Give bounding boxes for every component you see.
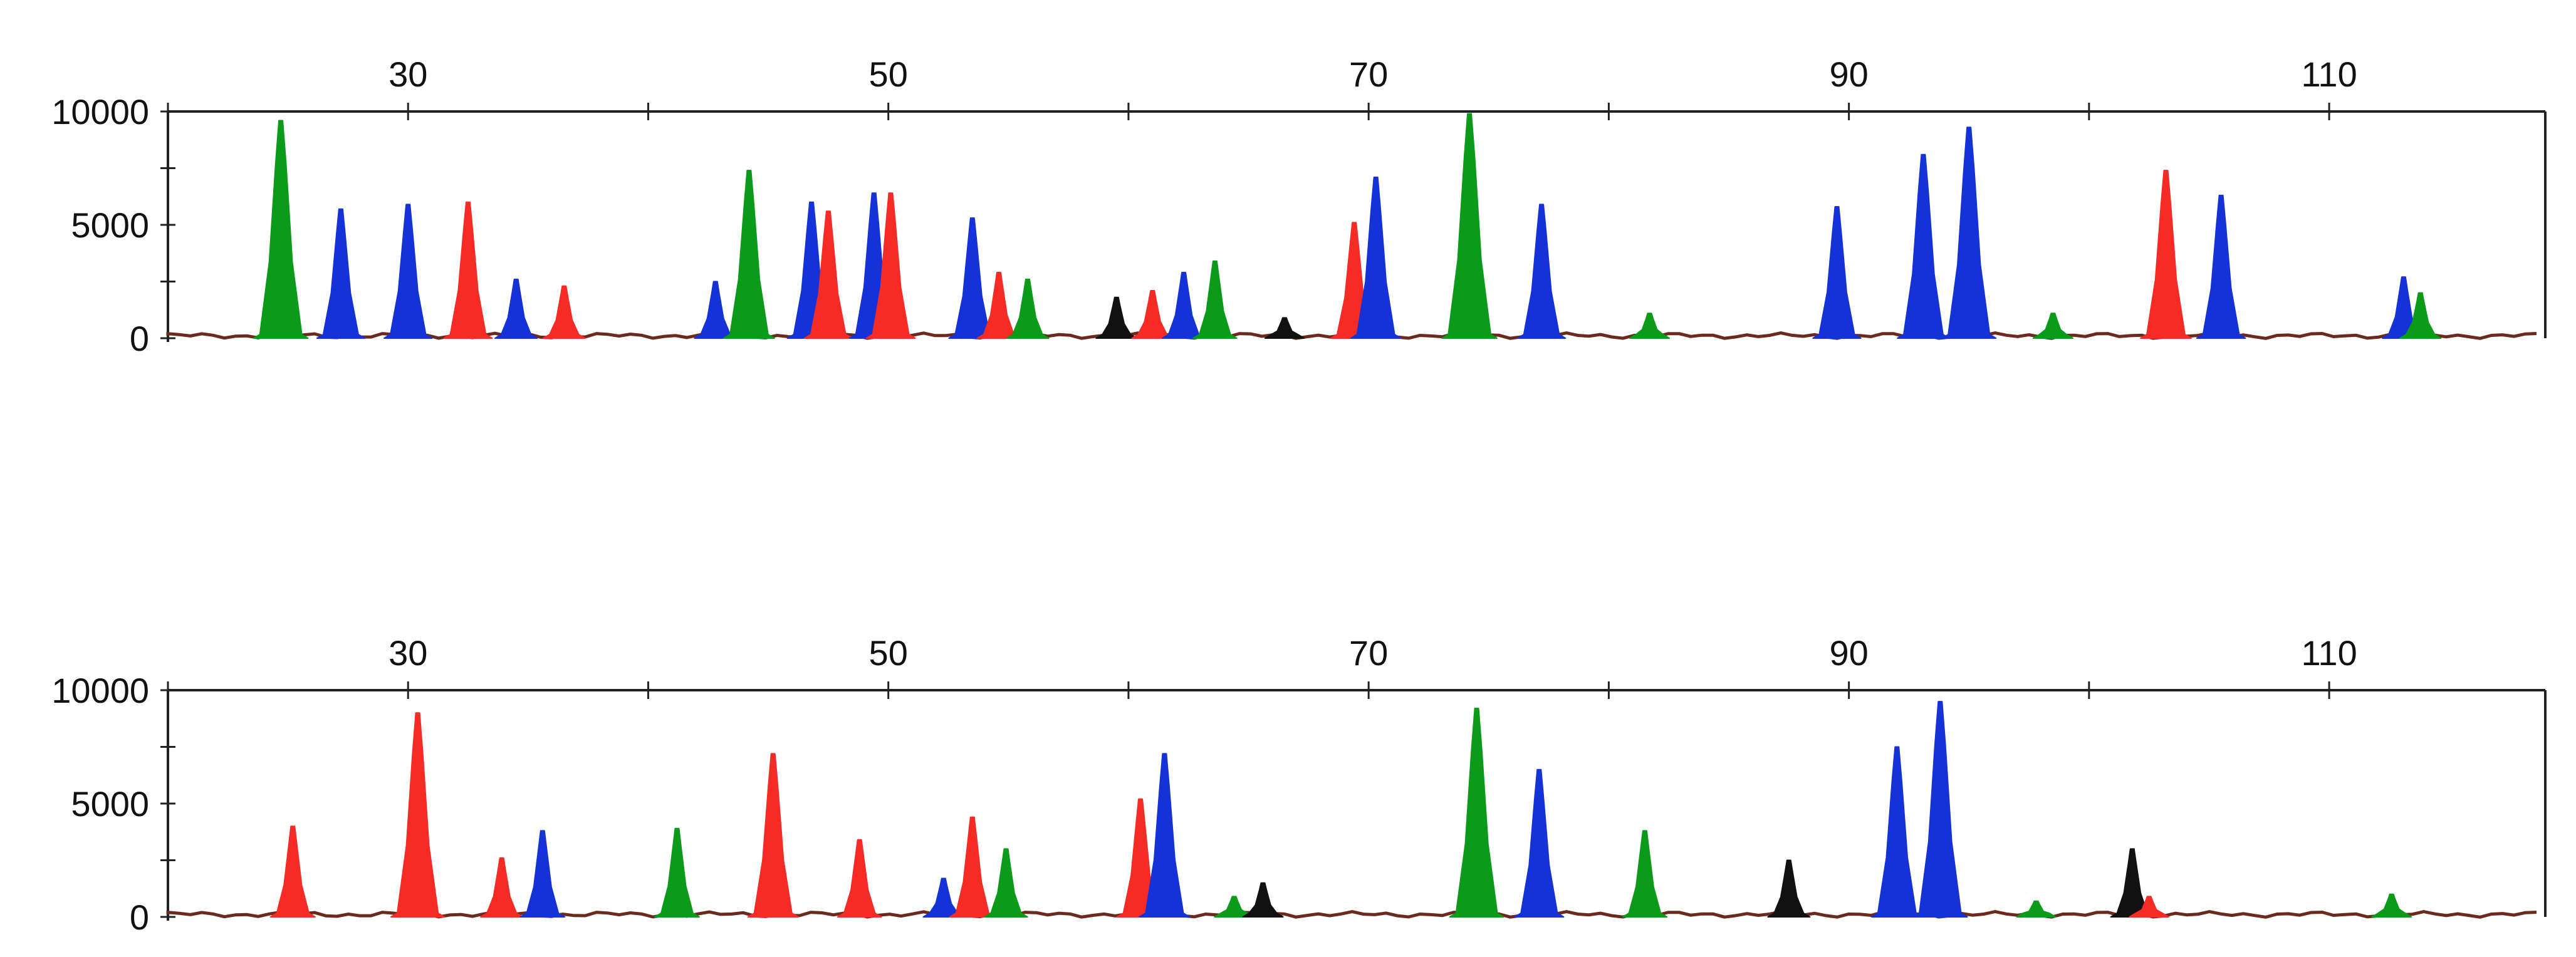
peak-red	[837, 839, 882, 918]
peak-blue	[1897, 153, 1950, 339]
peak-green	[2399, 292, 2442, 339]
peak-green	[654, 827, 700, 918]
peak-green	[1006, 278, 1050, 339]
peak-red	[1131, 290, 1174, 339]
peak-green	[1441, 113, 1498, 339]
y-tick-label: 10000	[51, 92, 149, 132]
peak-blue	[1870, 746, 1923, 918]
peak-blue	[494, 278, 538, 339]
y-tick-label: 5000	[71, 784, 149, 824]
electropherogram-panel-bottom: 30 50 70 90 110 0 5000 10000	[51, 633, 2547, 937]
peak-blue	[1912, 701, 1968, 918]
peak-green	[1192, 260, 1238, 339]
peak-red	[2140, 170, 2192, 339]
peak-black	[1767, 859, 1811, 918]
peak-blue	[1162, 272, 1206, 339]
peak-green	[2371, 893, 2412, 918]
peak-red	[443, 201, 493, 339]
peak-red	[2129, 896, 2169, 918]
peak-red	[865, 192, 916, 339]
peak-black	[1095, 296, 1138, 339]
x-tick-label: 90	[1829, 54, 1868, 94]
peak-blue	[383, 204, 433, 339]
peak-blue	[1514, 768, 1565, 918]
y-tick-label: 5000	[71, 205, 149, 245]
x-tick-label: 70	[1349, 54, 1388, 94]
peak-blue	[1139, 753, 1191, 918]
electropherogram-panel-top: 30 50 70 90 110 0 5000 10000	[51, 54, 2547, 358]
peak-black	[1242, 882, 1284, 918]
peak-green	[2032, 313, 2073, 339]
peak-green	[984, 848, 1028, 918]
peak-blue	[1350, 177, 1402, 339]
peak-blue	[2196, 194, 2246, 339]
peak-green	[1449, 708, 1504, 918]
peak-red	[804, 210, 853, 339]
peak-blue	[519, 830, 566, 918]
peak-red	[747, 753, 799, 918]
x-tick-label: 70	[1349, 633, 1388, 673]
x-tick-label: 30	[388, 633, 427, 673]
peak-black	[1264, 317, 1305, 339]
x-tick-label: 30	[388, 54, 427, 94]
peak-green	[253, 120, 309, 339]
peak-red	[480, 857, 524, 918]
y-tick-label: 0	[130, 898, 149, 937]
y-tick-label: 10000	[51, 671, 149, 710]
peak-green	[1629, 313, 1671, 339]
x-tick-label: 110	[2301, 54, 2357, 94]
x-tick-label: 50	[869, 633, 908, 673]
x-tick-label: 110	[2301, 633, 2357, 673]
y-tick-label: 0	[130, 319, 149, 358]
peak-red	[543, 285, 586, 339]
x-tick-label: 50	[869, 54, 908, 94]
peak-blue	[1516, 204, 1567, 339]
peak-blue	[316, 208, 365, 339]
peak-blue	[694, 281, 738, 339]
peak-blue	[1941, 127, 1997, 339]
x-tick-label: 90	[1829, 633, 1868, 673]
peak-green	[2016, 900, 2057, 918]
peak-blue	[1812, 206, 1862, 339]
peak-green	[723, 170, 775, 339]
peak-red	[390, 712, 446, 918]
peak-green	[1622, 830, 1668, 918]
peak-red	[269, 825, 316, 918]
peak-red	[949, 816, 996, 918]
